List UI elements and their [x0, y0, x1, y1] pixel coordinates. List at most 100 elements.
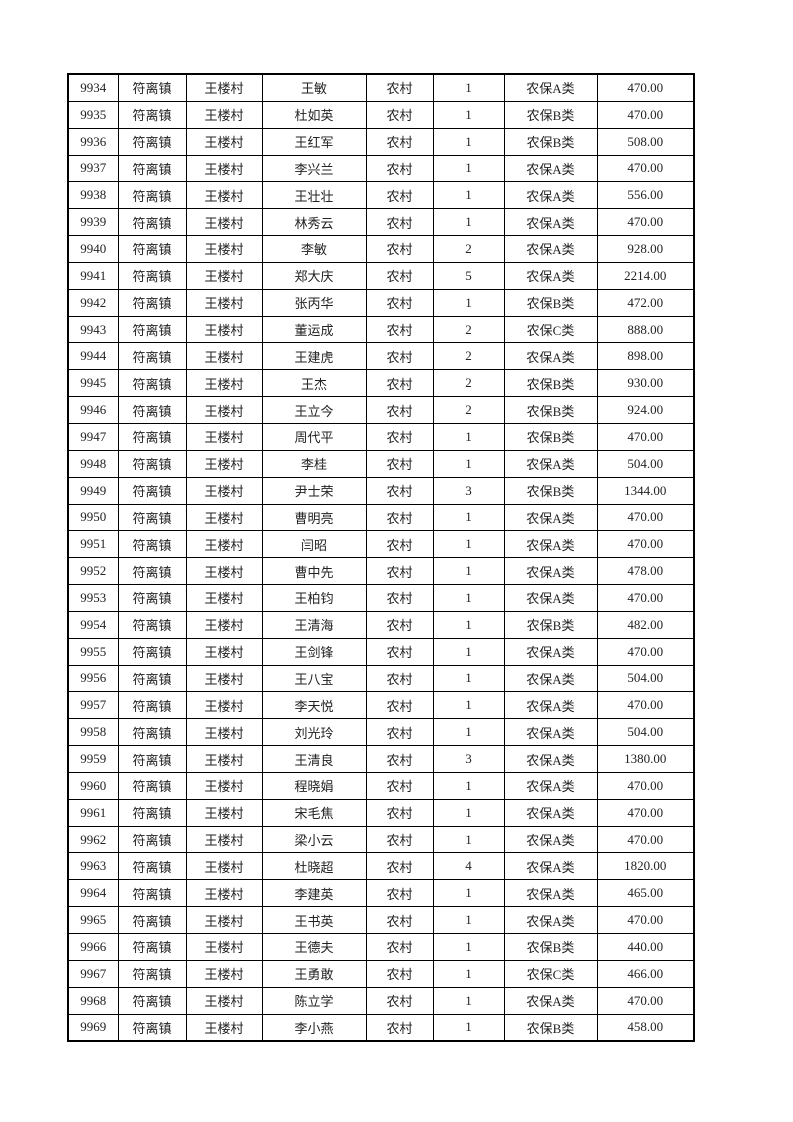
- cell-residence-type: 农村: [365, 933, 434, 961]
- cell-name: 李小燕: [261, 1013, 367, 1042]
- cell-name: 杜如英: [261, 100, 367, 129]
- cell-row-number: 9944: [67, 342, 119, 371]
- cell-row-number: 9935: [67, 100, 119, 129]
- cell-village: 王楼村: [185, 584, 263, 612]
- cell-name: 李天悦: [261, 691, 367, 720]
- cell-row-number: 9956: [67, 664, 119, 693]
- cell-name: 李建英: [261, 879, 367, 908]
- cell-village: 王楼村: [185, 637, 263, 666]
- cell-town: 符离镇: [117, 261, 187, 290]
- cell-row-number: 9940: [67, 235, 119, 263]
- cell-row-number: 9934: [67, 73, 119, 102]
- cell-name: 郑大庆: [261, 261, 367, 290]
- cell-village: 王楼村: [185, 664, 263, 693]
- table-row: 9934 符离镇 王楼村 王敏 农村 1 农保A类 470.00: [67, 73, 695, 102]
- cell-insurance-category: 农保B类: [503, 933, 598, 961]
- table-body: 9934 符离镇 王楼村 王敏 农村 1 农保A类 470.00 9935 符离镇 王楼村 杜如英 农村…: [67, 73, 695, 1042]
- cell-household-size: 1: [432, 73, 505, 102]
- cell-residence-type: 农村: [365, 208, 434, 237]
- cell-row-number: 9963: [67, 852, 119, 881]
- table-row: 9943 符离镇 王楼村 董运成 农村 2 农保C类 888.00: [67, 315, 695, 344]
- cell-town: 符离镇: [117, 315, 187, 344]
- cell-village: 王楼村: [185, 610, 263, 639]
- cell-residence-type: 农村: [365, 852, 434, 881]
- cell-name: 王红军: [261, 127, 367, 156]
- cell-amount: 470.00: [596, 530, 695, 559]
- cell-village: 王楼村: [185, 503, 263, 532]
- cell-village: 王楼村: [185, 208, 263, 237]
- table-row: 9958 符离镇 王楼村 刘光玲 农村 1 农保A类 504.00: [67, 718, 695, 747]
- cell-name: 王杰: [261, 369, 367, 398]
- cell-household-size: 1: [432, 798, 505, 827]
- cell-town: 符离镇: [117, 530, 187, 559]
- cell-household-size: 1: [432, 557, 505, 586]
- cell-village: 王楼村: [185, 530, 263, 559]
- cell-amount: 930.00: [596, 369, 695, 398]
- cell-insurance-category: 农保A类: [503, 798, 598, 827]
- cell-household-size: 2: [432, 342, 505, 371]
- table-row: 9955 符离镇 王楼村 王剑锋 农村 1 农保A类 470.00: [67, 637, 695, 666]
- cell-town: 符离镇: [117, 852, 187, 881]
- cell-town: 符离镇: [117, 422, 187, 451]
- cell-amount: 556.00: [596, 181, 695, 210]
- cell-insurance-category: 农保A类: [503, 825, 598, 854]
- cell-amount: 470.00: [596, 73, 695, 102]
- table-row: 9969 符离镇 王楼村 李小燕 农村 1 农保B类 458.00: [67, 1013, 695, 1042]
- cell-residence-type: 农村: [365, 691, 434, 720]
- cell-village: 王楼村: [185, 825, 263, 854]
- cell-residence-type: 农村: [365, 154, 434, 183]
- cell-town: 符离镇: [117, 664, 187, 693]
- cell-household-size: 1: [432, 584, 505, 612]
- table-row: 9953 符离镇 王楼村 王柏钧 农村 1 农保A类 470.00: [67, 584, 695, 612]
- cell-residence-type: 农村: [365, 557, 434, 586]
- table-row: 9936 符离镇 王楼村 王红军 农村 1 农保B类 508.00: [67, 127, 695, 156]
- cell-amount: 472.00: [596, 288, 695, 317]
- cell-residence-type: 农村: [365, 369, 434, 398]
- table-row: 9961 符离镇 王楼村 宋毛焦 农村 1 农保A类 470.00: [67, 798, 695, 827]
- cell-village: 王楼村: [185, 396, 263, 424]
- cell-household-size: 2: [432, 369, 505, 398]
- cell-household-size: 1: [432, 503, 505, 532]
- cell-town: 符离镇: [117, 959, 187, 988]
- cell-name: 梁小云: [261, 825, 367, 854]
- cell-name: 王八宝: [261, 664, 367, 693]
- cell-row-number: 9969: [67, 1013, 119, 1042]
- cell-village: 王楼村: [185, 852, 263, 881]
- cell-village: 王楼村: [185, 154, 263, 183]
- cell-household-size: 1: [432, 449, 505, 478]
- cell-name: 陈立学: [261, 986, 367, 1015]
- cell-insurance-category: 农保A类: [503, 718, 598, 747]
- table-row: 9956 符离镇 王楼村 王八宝 农村 1 农保A类 504.00: [67, 664, 695, 693]
- cell-name: 王立今: [261, 396, 367, 424]
- cell-town: 符离镇: [117, 449, 187, 478]
- cell-village: 王楼村: [185, 422, 263, 451]
- cell-residence-type: 农村: [365, 959, 434, 988]
- cell-town: 符离镇: [117, 933, 187, 961]
- cell-name: 宋毛焦: [261, 798, 367, 827]
- cell-insurance-category: 农保A类: [503, 449, 598, 478]
- cell-town: 符离镇: [117, 127, 187, 156]
- cell-household-size: 2: [432, 235, 505, 263]
- cell-insurance-category: 农保B类: [503, 610, 598, 639]
- cell-amount: 1820.00: [596, 852, 695, 881]
- cell-amount: 458.00: [596, 1013, 695, 1042]
- cell-household-size: 1: [432, 691, 505, 720]
- cell-amount: 508.00: [596, 127, 695, 156]
- cell-household-size: 1: [432, 825, 505, 854]
- cell-town: 符离镇: [117, 825, 187, 854]
- table-row: 9965 符离镇 王楼村 王书英 农村 1 农保A类 470.00: [67, 906, 695, 934]
- cell-town: 符离镇: [117, 369, 187, 398]
- cell-insurance-category: 农保A类: [503, 879, 598, 908]
- cell-row-number: 9939: [67, 208, 119, 237]
- cell-town: 符离镇: [117, 181, 187, 210]
- cell-town: 符离镇: [117, 288, 187, 317]
- cell-residence-type: 农村: [365, 771, 434, 800]
- cell-village: 王楼村: [185, 986, 263, 1015]
- cell-insurance-category: 农保A类: [503, 73, 598, 102]
- table-row: 9942 符离镇 王楼村 张丙华 农村 1 农保B类 472.00: [67, 288, 695, 317]
- cell-insurance-category: 农保A类: [503, 664, 598, 693]
- cell-name: 王建虎: [261, 342, 367, 371]
- cell-row-number: 9938: [67, 181, 119, 210]
- cell-village: 王楼村: [185, 879, 263, 908]
- cell-household-size: 1: [432, 771, 505, 800]
